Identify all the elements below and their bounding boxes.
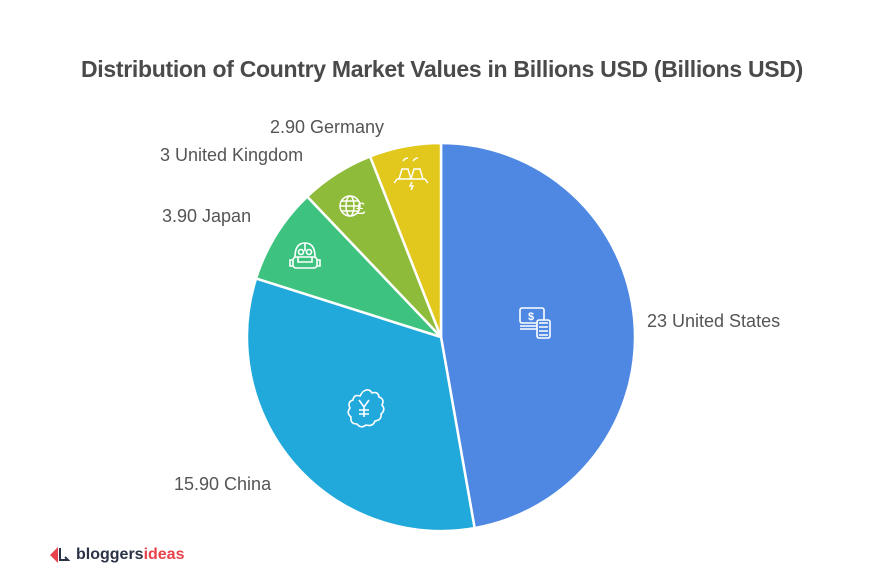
chart-title: Distribution of Country Market Values in…: [80, 56, 804, 82]
bloggersideas-logo: bloggersideas: [48, 545, 184, 565]
label-united-kingdom: 3 United Kingdom: [160, 145, 304, 165]
svg-text:$: $: [528, 311, 534, 323]
pie-slice-japan: [254, 194, 442, 339]
label-germany: 2.90 Germany: [270, 117, 385, 137]
logo-text-bloggers: bloggers: [76, 546, 144, 563]
logo-text-ideas: ideas: [143, 546, 185, 563]
globe-pound-icon: £: [339, 195, 366, 218]
yuan-badge-icon: [347, 389, 385, 428]
robot-icon: [289, 242, 321, 269]
logo-mark-icon: [50, 547, 70, 563]
label-china: 15.90 China: [174, 474, 272, 494]
pie-slices: [245, 141, 637, 533]
factory-power-icon: [393, 157, 429, 191]
svg-text:£: £: [356, 199, 366, 218]
pie-slice-germany: [368, 141, 443, 338]
label-united-states: 23 United States: [647, 311, 781, 331]
label-japan: 3.90 Japan: [162, 206, 252, 226]
money-calculator-icon: $: [519, 307, 551, 339]
pie-slice-china: [245, 276, 477, 533]
